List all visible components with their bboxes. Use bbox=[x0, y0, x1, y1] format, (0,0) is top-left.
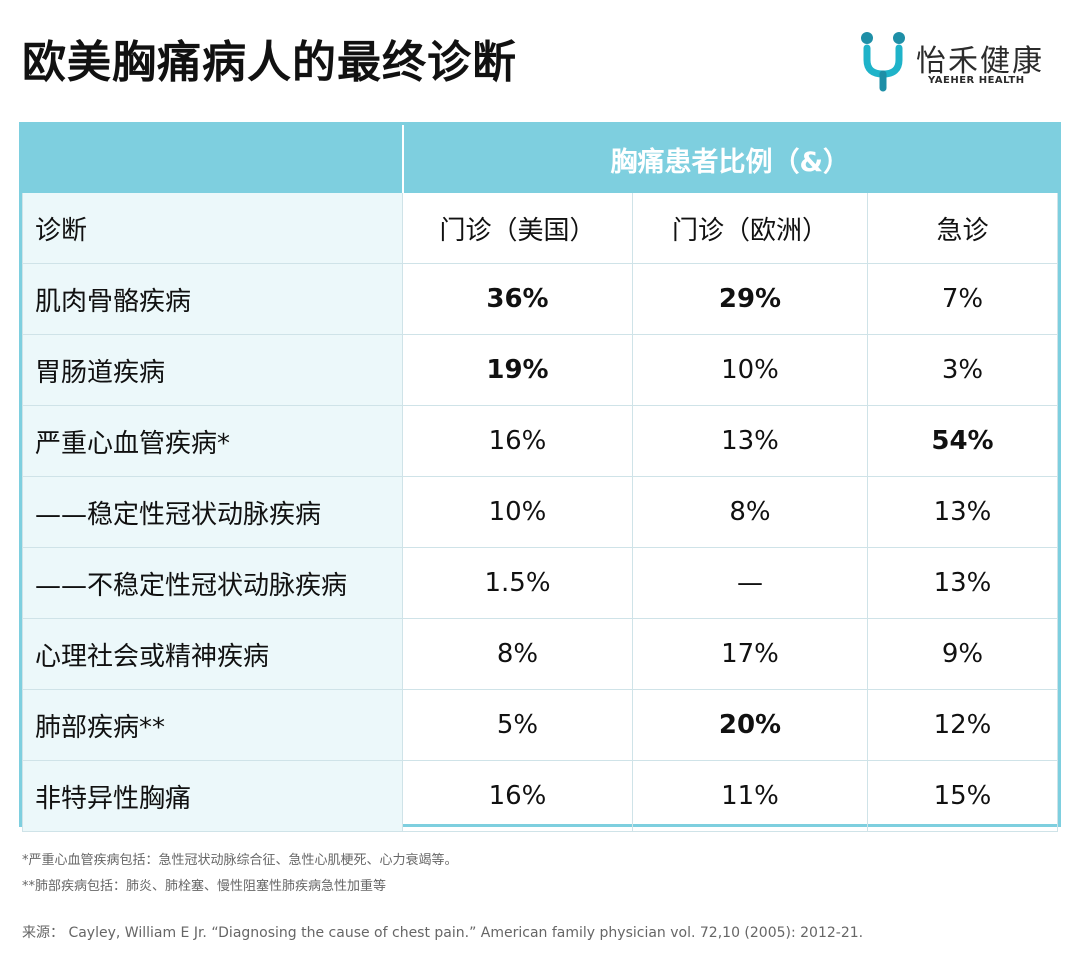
table-row: ——稳定性冠状动脉疾病 10% 8% 13% bbox=[22, 476, 1058, 548]
cell-eu-outpatient: 10% bbox=[632, 334, 868, 406]
footnote-pulmonary: **肺部疾病包括：肺炎、肺栓塞、慢性阻塞性肺疾病急性加重等 bbox=[22, 879, 387, 894]
brand-logo: 怡禾健康 YAEHER HEALTH bbox=[858, 30, 1058, 94]
cell-eu-outpatient: 13% bbox=[632, 405, 868, 477]
cell-emergency: 13% bbox=[867, 476, 1058, 548]
cell-us-outpatient: 10% bbox=[402, 476, 633, 548]
column-header-eu-outpatient: 门诊（欧洲） bbox=[632, 192, 868, 264]
cell-us-outpatient: 36% bbox=[402, 263, 633, 335]
table-row: 肌肉骨骼疾病 36% 29% 7% bbox=[22, 263, 1058, 335]
cell-us-outpatient: 5% bbox=[402, 689, 633, 761]
diagnosis-table: 胸痛患者比例（&） 诊断 门诊（美国） 门诊（欧洲） 急诊 肌肉骨骼疾病 36%… bbox=[19, 122, 1061, 832]
row-label: 心理社会或精神疾病 bbox=[22, 618, 403, 690]
row-label: 肺部疾病** bbox=[22, 689, 403, 761]
source-citation: 来源： Cayley, William E Jr. “Diagnosing th… bbox=[22, 925, 864, 941]
row-label: 胃肠道疾病 bbox=[22, 334, 403, 406]
cell-emergency: 3% bbox=[867, 334, 1058, 406]
table-header-row: 诊断 门诊（美国） 门诊（欧洲） 急诊 bbox=[22, 192, 1058, 264]
cell-emergency: 13% bbox=[867, 547, 1058, 619]
cell-emergency: 15% bbox=[867, 760, 1058, 832]
group-header-blank-cell bbox=[22, 125, 403, 193]
row-label: ——稳定性冠状动脉疾病 bbox=[22, 476, 403, 548]
cell-eu-outpatient: 17% bbox=[632, 618, 868, 690]
row-label: ——不稳定性冠状动脉疾病 bbox=[22, 547, 403, 619]
cell-eu-outpatient: 11% bbox=[632, 760, 868, 832]
logo-name: 怡禾健康 bbox=[916, 44, 1044, 79]
table-row: 肺部疾病** 5% 20% 12% bbox=[22, 689, 1058, 761]
cell-us-outpatient: 1.5% bbox=[402, 547, 633, 619]
cell-us-outpatient: 8% bbox=[402, 618, 633, 690]
group-header: 胸痛患者比例（&） bbox=[401, 125, 1058, 193]
cell-eu-outpatient: 20% bbox=[632, 689, 868, 761]
column-header-us-outpatient: 门诊（美国） bbox=[402, 192, 633, 264]
table-row: 心理社会或精神疾病 8% 17% 9% bbox=[22, 618, 1058, 690]
table-row: 严重心血管疾病* 16% 13% 54% bbox=[22, 405, 1058, 477]
row-label: 非特异性胸痛 bbox=[22, 760, 403, 832]
column-header-diagnosis: 诊断 bbox=[22, 192, 403, 264]
footnotes: *严重心血管疾病包括：急性冠状动脉综合征、急性心肌梗死、心力衰竭等。 **肺部疾… bbox=[22, 848, 458, 900]
table-row: 胃肠道疾病 19% 10% 3% bbox=[22, 334, 1058, 406]
table-group-header-row: 胸痛患者比例（&） bbox=[22, 125, 1058, 193]
table-row: 非特异性胸痛 16% 11% 15% bbox=[22, 760, 1058, 832]
page-title: 欧美胸痛病人的最终诊断 bbox=[22, 37, 517, 88]
cell-emergency: 54% bbox=[867, 405, 1058, 477]
cell-emergency: 9% bbox=[867, 618, 1058, 690]
cell-eu-outpatient: 29% bbox=[632, 263, 868, 335]
logo-subtitle: YAEHER HEALTH bbox=[928, 75, 1025, 86]
cell-emergency: 7% bbox=[867, 263, 1058, 335]
cell-us-outpatient: 16% bbox=[402, 760, 633, 832]
cell-emergency: 12% bbox=[867, 689, 1058, 761]
cell-us-outpatient: 16% bbox=[402, 405, 633, 477]
cell-eu-outpatient: 8% bbox=[632, 476, 868, 548]
table-row: ——不稳定性冠状动脉疾病 1.5% — 13% bbox=[22, 547, 1058, 619]
row-label: 肌肉骨骼疾病 bbox=[22, 263, 403, 335]
cell-eu-outpatient: — bbox=[632, 547, 868, 619]
yaeher-logo-icon bbox=[861, 32, 905, 92]
column-header-emergency: 急诊 bbox=[867, 192, 1058, 264]
row-label: 严重心血管疾病* bbox=[22, 405, 403, 477]
cell-us-outpatient: 19% bbox=[402, 334, 633, 406]
footnote-cardiovascular: *严重心血管疾病包括：急性冠状动脉综合征、急性心肌梗死、心力衰竭等。 bbox=[22, 853, 458, 868]
